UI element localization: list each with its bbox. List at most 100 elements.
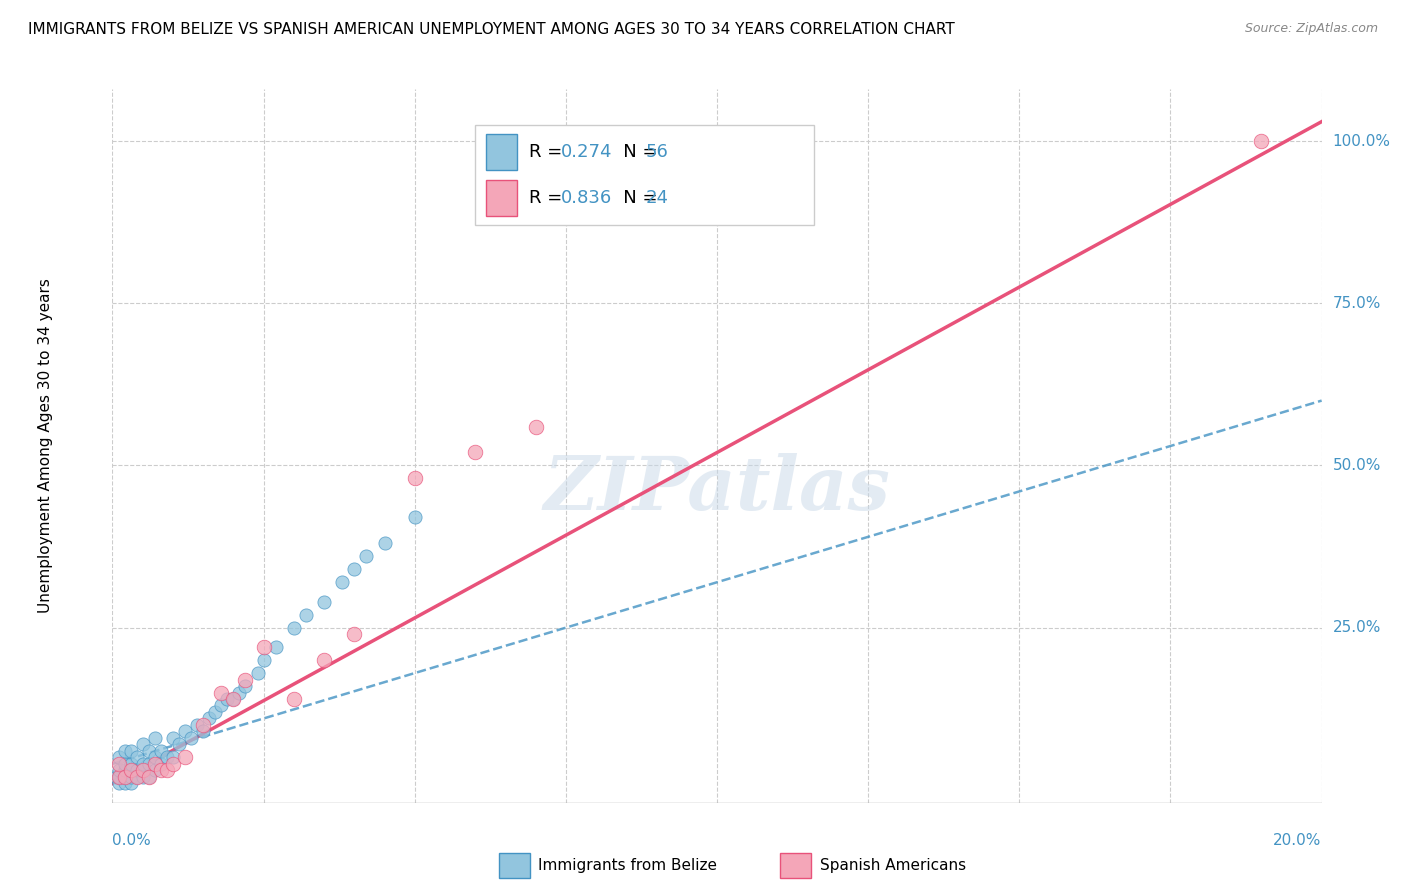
Text: R =: R = <box>529 143 568 161</box>
Point <box>149 764 172 778</box>
Text: Source: ZipAtlas.com: Source: ZipAtlas.com <box>1244 22 1378 36</box>
Point <box>114 764 136 778</box>
Point <box>143 756 166 771</box>
Point <box>120 764 142 778</box>
Point <box>283 621 305 635</box>
Point <box>330 575 353 590</box>
Point <box>149 744 172 758</box>
Text: 50.0%: 50.0% <box>1333 458 1381 473</box>
Text: 75.0%: 75.0% <box>1333 296 1381 310</box>
Point <box>374 536 396 550</box>
Text: 56: 56 <box>645 143 668 161</box>
Point <box>209 685 232 699</box>
Point <box>132 764 155 778</box>
Point <box>107 750 129 764</box>
Point <box>264 640 287 654</box>
Point <box>253 653 276 667</box>
Point <box>314 653 336 667</box>
Text: Immigrants from Belize: Immigrants from Belize <box>538 858 717 872</box>
Point <box>120 776 142 790</box>
Point <box>404 471 426 485</box>
Point <box>114 756 136 771</box>
Point <box>107 764 129 778</box>
Point <box>107 770 129 784</box>
Point <box>138 744 160 758</box>
Point <box>222 692 245 706</box>
Point <box>198 711 221 725</box>
Point <box>222 692 245 706</box>
Text: ZIPatlas: ZIPatlas <box>544 452 890 525</box>
Point <box>114 770 136 784</box>
Point <box>174 724 197 739</box>
Point <box>107 770 129 784</box>
Point <box>114 744 136 758</box>
Text: N =: N = <box>606 189 664 207</box>
Point <box>125 770 148 784</box>
Point <box>235 679 257 693</box>
Point <box>314 595 336 609</box>
Point <box>138 770 160 784</box>
Point <box>149 756 172 771</box>
Point <box>174 750 197 764</box>
Point <box>1250 134 1272 148</box>
Point <box>138 770 160 784</box>
Point <box>167 738 190 752</box>
Point <box>125 764 148 778</box>
Point <box>404 510 426 524</box>
Point <box>132 756 155 771</box>
Point <box>107 756 129 771</box>
Point <box>120 756 142 771</box>
Point <box>114 776 136 790</box>
Point <box>132 764 155 778</box>
Point <box>156 750 179 764</box>
Text: 24: 24 <box>645 189 668 207</box>
Point <box>143 750 166 764</box>
Point <box>125 750 148 764</box>
Point <box>120 764 142 778</box>
Point <box>235 673 257 687</box>
Text: IMMIGRANTS FROM BELIZE VS SPANISH AMERICAN UNEMPLOYMENT AMONG AGES 30 TO 34 YEAR: IMMIGRANTS FROM BELIZE VS SPANISH AMERIC… <box>28 22 955 37</box>
Text: 0.0%: 0.0% <box>112 833 152 848</box>
Text: 25.0%: 25.0% <box>1333 620 1381 635</box>
Point <box>228 685 250 699</box>
Point <box>524 419 547 434</box>
Text: 100.0%: 100.0% <box>1333 134 1391 149</box>
Point <box>114 770 136 784</box>
Point <box>191 724 214 739</box>
Text: 0.836: 0.836 <box>561 189 612 207</box>
Point <box>191 718 214 732</box>
Point <box>295 607 318 622</box>
Point <box>283 692 305 706</box>
Point <box>143 764 166 778</box>
Text: 20.0%: 20.0% <box>1274 833 1322 848</box>
Point <box>162 750 184 764</box>
Point <box>209 698 232 713</box>
Point <box>162 756 184 771</box>
Point <box>162 731 184 745</box>
Point <box>253 640 276 654</box>
Point <box>104 770 127 784</box>
Point <box>343 562 366 576</box>
Point <box>180 731 202 745</box>
Text: Unemployment Among Ages 30 to 34 years: Unemployment Among Ages 30 to 34 years <box>38 278 53 614</box>
Point <box>204 705 226 719</box>
Text: N =: N = <box>606 143 664 161</box>
Point <box>138 756 160 771</box>
Point <box>143 731 166 745</box>
Point <box>343 627 366 641</box>
Text: Spanish Americans: Spanish Americans <box>820 858 966 872</box>
Point <box>186 718 208 732</box>
Point <box>132 738 155 752</box>
Point <box>125 770 148 784</box>
Point <box>464 445 486 459</box>
Text: 0.274: 0.274 <box>561 143 613 161</box>
Point <box>107 776 129 790</box>
Point <box>246 666 269 681</box>
Point <box>132 770 155 784</box>
Point <box>120 770 142 784</box>
Point <box>356 549 378 564</box>
Text: R =: R = <box>529 189 568 207</box>
Point <box>120 744 142 758</box>
Point <box>156 764 179 778</box>
Point <box>217 692 239 706</box>
